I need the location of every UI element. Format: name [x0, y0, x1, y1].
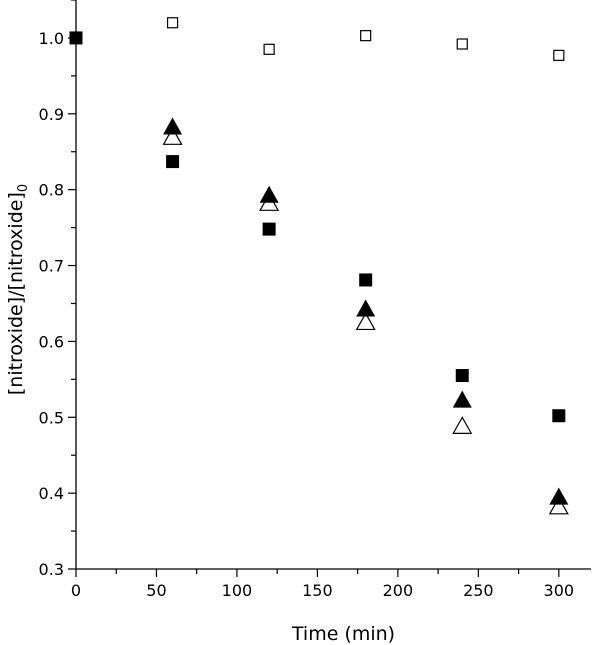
x-axis-label: Time (min) [291, 623, 395, 645]
series-4-triangle-open [162, 127, 569, 515]
x-tick-label: 150 [302, 581, 333, 600]
data-point-square-open [166, 17, 179, 29]
data-point-triangle-filled [356, 299, 376, 317]
y-tick-label: 0.9 [39, 105, 64, 124]
x-tick-label: 250 [463, 581, 494, 600]
data-point-square-filled [69, 31, 83, 45]
series-2-square-filled [69, 31, 566, 423]
y-tick-label: 0.5 [39, 408, 64, 427]
data-point-triangle-open [162, 127, 183, 145]
data-point-triangle-filled [452, 390, 472, 408]
x-axis-ticks: 0 50 100 150 200 250 300 [71, 569, 574, 600]
data-points [69, 17, 569, 515]
data-point-square-open [553, 49, 565, 61]
data-point-triangle-open [548, 496, 569, 515]
data-point-square-filled [455, 369, 469, 383]
x-tick-label: 300 [544, 581, 575, 600]
plot-frame [75, 0, 591, 570]
data-point-square-open [263, 43, 275, 55]
data-point-square-filled [359, 273, 373, 287]
data-point-square-filled [552, 409, 566, 423]
x-tick-label: 0 [71, 581, 81, 600]
data-point-triangle-filled [259, 185, 279, 203]
data-point-square-filled [166, 155, 180, 169]
data-point-square-open [456, 38, 468, 50]
data-point-square-open [360, 30, 372, 42]
y-tick-label: 0.7 [39, 257, 64, 276]
y-axis-label: [nitroxide]/[nitroxide]0 [5, 184, 31, 395]
y-axis-label-subscript: 0 [16, 184, 31, 192]
data-point-triangle-open [355, 312, 376, 331]
y-tick-label: 0.4 [39, 484, 64, 503]
data-point-square-filled [262, 222, 276, 236]
y-axis-ticks: 0.3 0.4 0.5 0.6 0.7 0.8 0.9 1.0 [39, 0, 76, 579]
series-3-triangle-filled [163, 117, 569, 505]
x-tick-label: 50 [146, 581, 166, 600]
y-tick-label: 0.8 [39, 181, 64, 200]
x-tick-label: 200 [383, 581, 414, 600]
y-tick-label: 0.6 [39, 332, 64, 351]
series-1-square-open [166, 17, 565, 61]
data-point-triangle-filled [549, 487, 569, 505]
data-point-triangle-filled [163, 117, 183, 135]
y-axis-label-main: [nitroxide]/[nitroxide] [5, 192, 27, 395]
y-tick-label: 1.0 [39, 29, 64, 48]
data-point-triangle-open [452, 416, 473, 434]
y-tick-label: 0.3 [39, 560, 64, 579]
x-tick-label: 100 [222, 581, 253, 600]
